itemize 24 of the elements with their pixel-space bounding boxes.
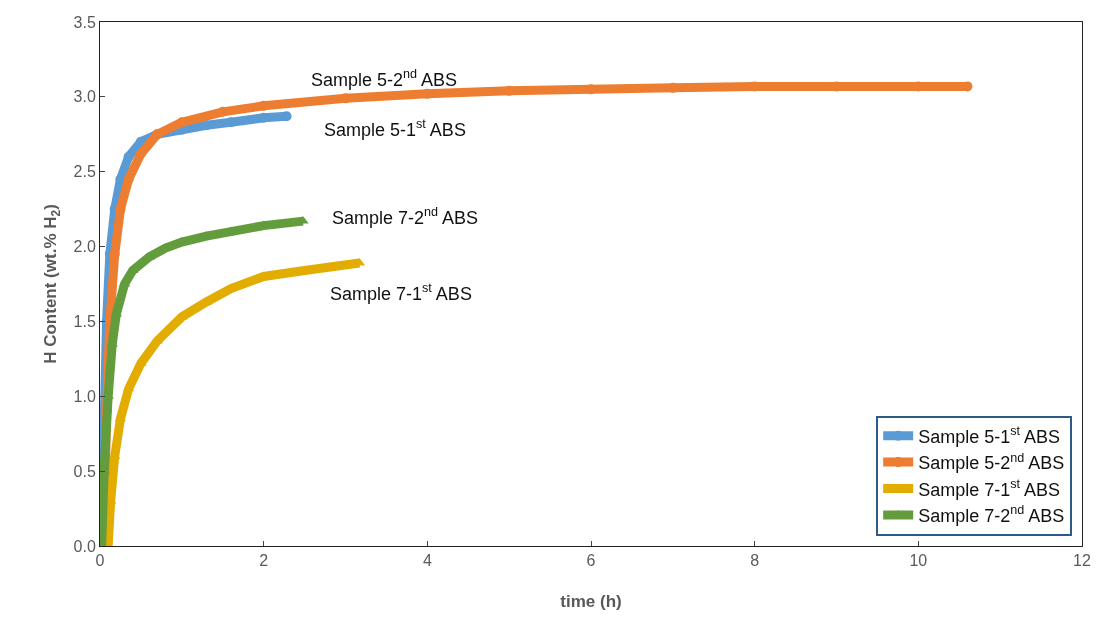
y-tick-label: 2.5 bbox=[73, 163, 96, 181]
x-axis-title: time (h) bbox=[560, 592, 622, 611]
x-tick-label: 4 bbox=[422, 552, 432, 570]
y-tick-label: 2.0 bbox=[73, 238, 96, 256]
annotation: Sample 5-2$^{nd}$ ABS bbox=[311, 67, 458, 90]
y-tick-label: 3.5 bbox=[73, 13, 96, 31]
y-tick-label: 3.0 bbox=[73, 88, 96, 106]
y-tick-label: 1.0 bbox=[73, 387, 96, 405]
annotation: Sample 5-1$^{st}$ ABS bbox=[324, 117, 466, 140]
y-tick-label: 1.5 bbox=[73, 313, 96, 331]
x-tick-label: 2 bbox=[259, 552, 269, 570]
x-tick-label: 8 bbox=[750, 552, 760, 570]
annotation: Sample 7-1$^{st}$ ABS bbox=[330, 281, 472, 304]
x-tick-label: 0 bbox=[95, 552, 105, 570]
legend-label: Sample 7-1$^{st}$ ABS bbox=[918, 476, 1061, 500]
legend-label: Sample 5-2$^{nd}$ ABS bbox=[918, 450, 1065, 474]
x-tick-label: 12 bbox=[1073, 552, 1091, 570]
y-tick-label: 0.0 bbox=[73, 537, 96, 555]
x-tick-label: 6 bbox=[586, 552, 596, 570]
y-tick-label: 0.5 bbox=[73, 462, 96, 480]
legend-label: Sample 5-1$^{st}$ ABS bbox=[918, 424, 1061, 447]
legend-label: Sample 7-2$^{nd}$ ABS bbox=[918, 503, 1065, 526]
annotation: Sample 7-2$^{nd}$ ABS bbox=[332, 205, 479, 228]
x-tick-label: 10 bbox=[909, 552, 928, 570]
